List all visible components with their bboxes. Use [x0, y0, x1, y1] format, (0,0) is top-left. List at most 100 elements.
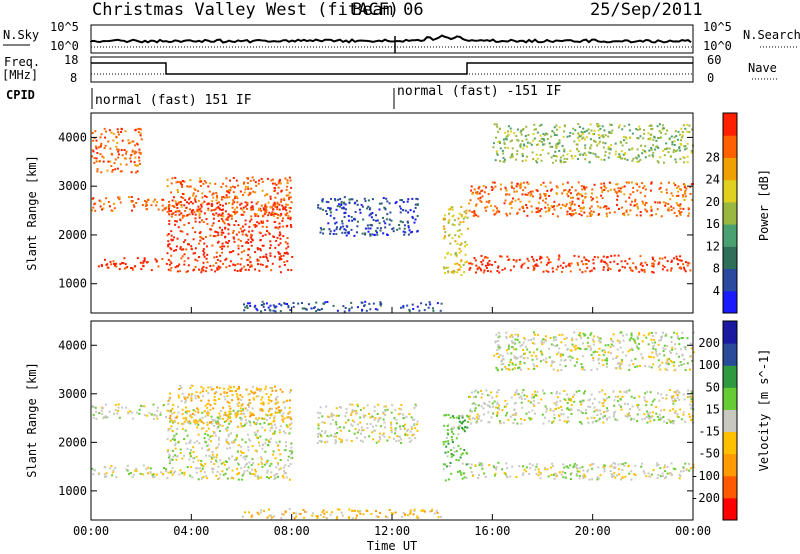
- echo-cell: [520, 395, 523, 398]
- echo-cell: [683, 186, 686, 189]
- echo-cell: [206, 403, 209, 406]
- echo-cell: [502, 152, 505, 155]
- echo-cell: [458, 268, 461, 271]
- echo-cell: [637, 128, 640, 131]
- echo-cell: [259, 407, 262, 410]
- echo-cell: [545, 361, 548, 364]
- echo-cell: [398, 224, 401, 226]
- echo-cell: [567, 264, 570, 267]
- echo-cell: [507, 368, 510, 370]
- echo-cell: [221, 417, 224, 420]
- echo-cell: [317, 435, 319, 438]
- echo-cell: [265, 253, 268, 256]
- echo-cell: [679, 211, 682, 214]
- echo-cell: [224, 210, 227, 213]
- echo-cell: [356, 431, 359, 434]
- echo-cell: [258, 231, 261, 234]
- echo-cell: [617, 395, 619, 398]
- echo-cell: [542, 181, 545, 184]
- echo-cell: [360, 429, 363, 432]
- echo-cell: [541, 149, 544, 152]
- echo-cell: [522, 181, 525, 184]
- echo-cell: [339, 226, 342, 229]
- echo-cell: [650, 403, 653, 406]
- echo-cell: [666, 345, 669, 348]
- echo-cell: [689, 403, 692, 406]
- echo-cell: [145, 201, 148, 203]
- echo-cell: [471, 263, 474, 266]
- echo-cell: [600, 186, 603, 189]
- echo-cell: [497, 352, 499, 355]
- echo-cell: [677, 204, 680, 207]
- echo-cell: [288, 176, 291, 179]
- echo-cell: [255, 395, 258, 398]
- echo-cell: [491, 188, 494, 191]
- echo-cell: [279, 214, 282, 217]
- echo-cell: [486, 205, 489, 208]
- echo-cell: [177, 405, 179, 408]
- echo-cell: [596, 144, 598, 147]
- echo-cell: [533, 342, 536, 345]
- echo-cell: [567, 397, 570, 400]
- echo-cell: [670, 192, 673, 195]
- echo-cell: [167, 449, 169, 452]
- echo-cell: [462, 217, 465, 220]
- echo-cell: [555, 144, 558, 147]
- echo-cell: [340, 202, 343, 205]
- echo-cell: [578, 154, 581, 156]
- echo-cell: [444, 451, 447, 454]
- echo-cell: [246, 177, 249, 179]
- echo-cell: [479, 267, 482, 270]
- echo-cell: [335, 517, 338, 520]
- echo-band-0-10: [492, 123, 694, 164]
- echo-cell: [280, 212, 283, 215]
- echo-cell: [670, 336, 673, 339]
- echo-cell: [556, 155, 559, 158]
- echo-cell: [573, 462, 576, 465]
- echo-cell: [92, 413, 95, 416]
- echo-cell: [232, 210, 235, 213]
- echo-cell: [350, 412, 353, 415]
- echo-cell: [598, 136, 601, 139]
- echo-cell: [583, 368, 586, 371]
- echo-cell: [213, 456, 216, 459]
- echo-cell: [289, 216, 292, 219]
- noise-sky-trace: [90, 34, 692, 44]
- echo-cell: [634, 266, 637, 269]
- echo-cell: [651, 351, 654, 354]
- echo-cell: [375, 214, 377, 217]
- echo-cell: [458, 251, 461, 254]
- echo-cell: [592, 351, 595, 354]
- echo-cell: [582, 199, 585, 202]
- echo-cell: [552, 336, 555, 339]
- echo-cell: [350, 440, 353, 442]
- echo-cell: [536, 365, 539, 368]
- echo-cell: [236, 206, 239, 209]
- echo-cell: [452, 416, 455, 419]
- echo-cell: [578, 139, 581, 142]
- echo-cell: [606, 418, 608, 421]
- echo-cell: [679, 187, 681, 190]
- echo-cell: [544, 201, 547, 204]
- echo-cell: [177, 441, 180, 444]
- echo-cell: [216, 386, 218, 389]
- echo-cell: [360, 203, 363, 206]
- echo-cell: [175, 245, 178, 248]
- echo-cell: [265, 255, 268, 258]
- echo-cell: [216, 202, 219, 205]
- echo-cell: [498, 271, 501, 274]
- echo-cell: [602, 416, 604, 419]
- echo-cell: [678, 133, 681, 136]
- echo-cell: [663, 466, 666, 469]
- echo-cell: [520, 133, 523, 136]
- echo-cell: [251, 468, 254, 471]
- echo-cell: [348, 517, 351, 520]
- echo-cell: [95, 157, 98, 160]
- echo-cell: [263, 463, 266, 466]
- echo-cell: [553, 413, 556, 416]
- echo-cell: [356, 231, 358, 234]
- echo-cell: [254, 191, 257, 194]
- echo-cell: [666, 472, 669, 475]
- echo-cell: [583, 390, 586, 393]
- echo-cell: [569, 464, 572, 467]
